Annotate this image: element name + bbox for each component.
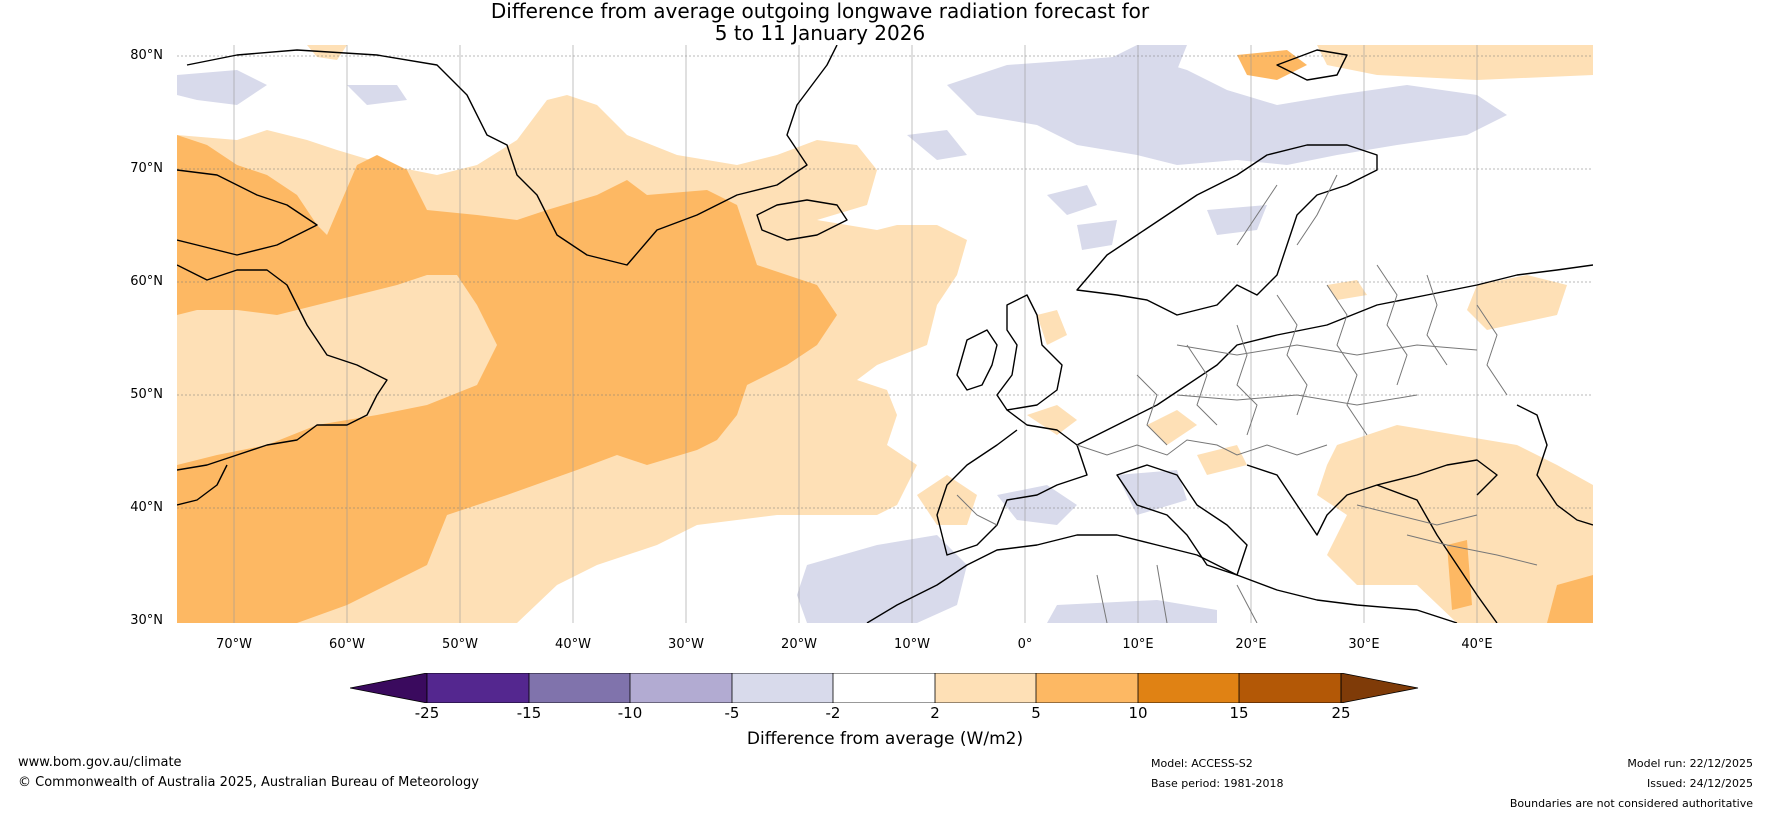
colorbar-segment-5-to-10 [1036, 673, 1138, 703]
lat-label-70n: 70°N [130, 161, 163, 176]
colorbar-tick-2: 2 [930, 704, 940, 722]
coastlines [177, 45, 1593, 623]
lon-label-20w: 20°W [781, 637, 817, 652]
colorbar-tick-minus5: -5 [724, 704, 740, 722]
colorbar-title: Difference from average (W/m2) [746, 729, 1024, 749]
colorbar-segment-minus10-to-minus5 [630, 673, 732, 703]
lat-label-40n: 40°N [130, 500, 163, 515]
colorbar-tick-15: 15 [1229, 704, 1249, 722]
lon-label-50w: 50°W [442, 637, 478, 652]
lat-label-50n: 50°N [130, 387, 163, 402]
colorbar-segment-below-minus25 [350, 673, 428, 703]
footer-base-period: Base period: 1981-2018 [1151, 777, 1284, 790]
footer-website: www.bom.gov.au/climate [18, 755, 182, 770]
lat-label-30n: 30°N [130, 613, 163, 628]
colorbar-tick-minus15: -15 [516, 704, 542, 722]
forecast-map [177, 45, 1593, 623]
colorbar-tick-minus2: -2 [825, 704, 841, 722]
colorbar-segment-above-25 [1340, 673, 1419, 703]
lon-label-40e: 40°E [1461, 637, 1493, 652]
footer-boundaries-note: Boundaries are not considered authoritat… [1509, 797, 1753, 810]
colorbar-tick-25: 25 [1331, 704, 1351, 722]
colorbar-segment-minus2-to-2 [833, 673, 935, 703]
map-title-line-1: Difference from average outgoing longwav… [490, 0, 1150, 23]
anomaly-5-to-10-regions [177, 50, 1593, 623]
lat-label-60n: 60°N [130, 274, 163, 289]
lon-label-20e: 20°E [1235, 637, 1267, 652]
latitude-gridlines [177, 55, 1593, 509]
colorbar-segment-minus5-to-minus2 [732, 673, 833, 703]
footer-issued: Issued: 24/12/2025 [1646, 777, 1753, 790]
lon-label-0: 0° [1017, 637, 1033, 652]
colorbar-segment-minus25-to-minus15 [427, 673, 529, 703]
colorbar [350, 673, 1419, 703]
colorbar-tick-10: 10 [1128, 704, 1148, 722]
colorbar-tick-minus25: -25 [414, 704, 440, 722]
footer-copyright: © Commonwealth of Australia 2025, Austra… [18, 775, 479, 790]
colorbar-segment-15-to-25 [1239, 673, 1341, 703]
country-borders [956, 174, 1538, 623]
lat-label-80n: 80°N [130, 48, 163, 63]
lon-label-40w: 40°W [555, 637, 591, 652]
lon-label-30e: 30°E [1348, 637, 1380, 652]
anomaly-minus5-to-minus2-regions [177, 45, 1507, 623]
lon-label-60w: 60°W [329, 637, 365, 652]
footer-model-run: Model run: 22/12/2025 [1627, 757, 1753, 770]
colorbar-tick-5: 5 [1031, 704, 1041, 722]
map-canvas [177, 45, 1593, 623]
footer-model: Model: ACCESS-S2 [1151, 757, 1253, 770]
longitude-gridlines [233, 45, 1478, 623]
colorbar-segment-10-to-15 [1138, 673, 1239, 703]
lon-label-10w: 10°W [894, 637, 930, 652]
lon-label-70w: 70°W [216, 637, 252, 652]
map-title-line-2: 5 to 11 January 2026 [714, 21, 926, 45]
colorbar-tick-minus10: -10 [617, 704, 643, 722]
colorbar-segment-2-to-5 [935, 673, 1036, 703]
colorbar-segment-minus15-to-minus10 [529, 673, 630, 703]
lon-label-30w: 30°W [668, 637, 704, 652]
lon-label-10e: 10°E [1122, 637, 1154, 652]
